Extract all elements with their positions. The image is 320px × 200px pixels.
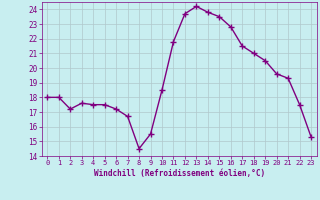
- X-axis label: Windchill (Refroidissement éolien,°C): Windchill (Refroidissement éolien,°C): [94, 169, 265, 178]
